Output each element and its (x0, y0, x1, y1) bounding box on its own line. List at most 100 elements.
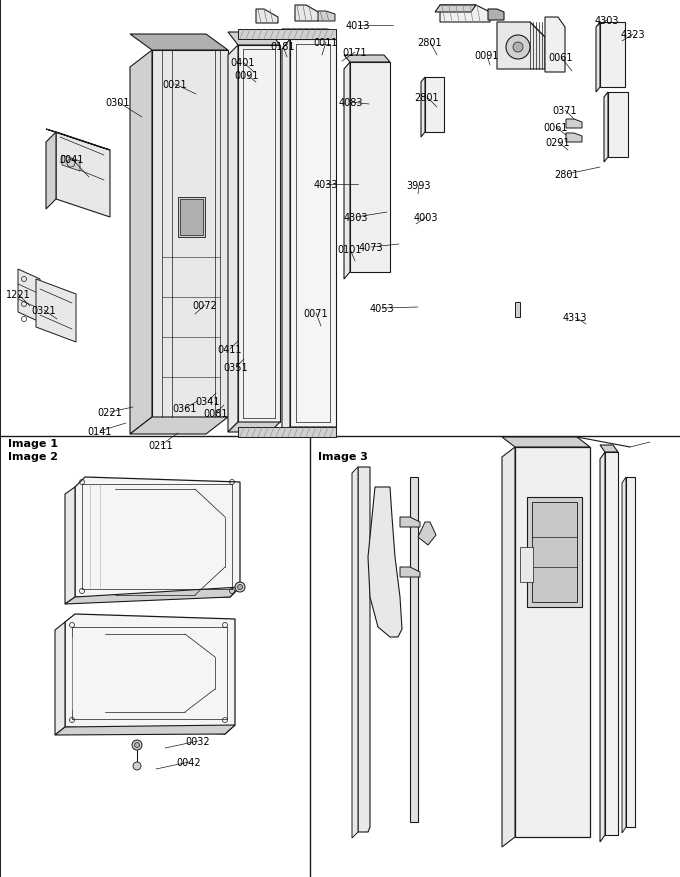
Polygon shape (65, 588, 240, 604)
Polygon shape (344, 56, 390, 63)
Polygon shape (418, 523, 436, 545)
Circle shape (235, 582, 245, 592)
Polygon shape (421, 78, 425, 138)
Text: Image 2: Image 2 (8, 452, 58, 461)
Polygon shape (282, 30, 336, 40)
Text: 0021: 0021 (163, 80, 187, 90)
Circle shape (513, 43, 523, 53)
Polygon shape (400, 517, 420, 527)
Text: 0301: 0301 (106, 98, 131, 108)
Text: 0072: 0072 (192, 301, 218, 310)
Polygon shape (502, 447, 515, 847)
Polygon shape (497, 23, 545, 70)
Text: Image 3: Image 3 (318, 452, 368, 461)
Polygon shape (295, 6, 320, 22)
Polygon shape (600, 23, 625, 88)
Polygon shape (502, 438, 590, 447)
Text: 4073: 4073 (358, 243, 384, 253)
Polygon shape (605, 453, 618, 835)
Polygon shape (515, 447, 590, 837)
Polygon shape (290, 40, 336, 427)
Text: 0011: 0011 (313, 38, 338, 48)
Text: 0061: 0061 (549, 53, 573, 63)
Text: 0071: 0071 (304, 309, 328, 318)
Polygon shape (608, 93, 628, 158)
Polygon shape (152, 51, 228, 417)
Polygon shape (425, 78, 444, 132)
Text: 4013: 4013 (345, 21, 370, 31)
Text: 4053: 4053 (370, 303, 394, 314)
Text: Image 1: Image 1 (8, 438, 58, 448)
Polygon shape (545, 18, 565, 73)
Text: 0351: 0351 (224, 362, 248, 373)
Polygon shape (622, 477, 626, 833)
Polygon shape (180, 200, 203, 236)
Polygon shape (532, 503, 577, 602)
Text: 0221: 0221 (98, 408, 122, 417)
Polygon shape (282, 40, 290, 438)
Polygon shape (520, 547, 533, 582)
Polygon shape (46, 132, 56, 210)
Text: 4033: 4033 (313, 180, 338, 189)
Circle shape (132, 740, 142, 750)
Polygon shape (344, 63, 350, 280)
Polygon shape (55, 725, 235, 735)
Polygon shape (358, 467, 370, 832)
Polygon shape (62, 156, 80, 172)
Polygon shape (352, 467, 358, 838)
Polygon shape (228, 33, 280, 46)
Polygon shape (130, 35, 228, 51)
Polygon shape (350, 63, 390, 273)
Text: 0041: 0041 (60, 155, 84, 165)
Circle shape (133, 762, 141, 770)
Polygon shape (368, 488, 402, 638)
Polygon shape (410, 477, 418, 822)
Text: 3993: 3993 (407, 181, 431, 191)
Text: 2801: 2801 (555, 170, 579, 180)
Polygon shape (566, 120, 582, 129)
Polygon shape (527, 497, 582, 607)
Text: 1221: 1221 (5, 289, 31, 300)
Polygon shape (46, 130, 110, 151)
Polygon shape (626, 477, 635, 827)
Polygon shape (228, 423, 280, 432)
Text: 0101: 0101 (338, 245, 362, 254)
Text: 0181: 0181 (271, 42, 295, 52)
Polygon shape (228, 46, 238, 432)
Text: 0211: 0211 (149, 440, 173, 451)
Polygon shape (600, 446, 618, 453)
Text: 0401: 0401 (231, 58, 255, 68)
Text: 0321: 0321 (32, 306, 56, 316)
Polygon shape (75, 477, 240, 597)
Text: 2801: 2801 (415, 93, 439, 103)
Text: 0061: 0061 (544, 123, 568, 132)
Text: 0291: 0291 (545, 138, 571, 148)
Circle shape (506, 36, 530, 60)
Polygon shape (596, 23, 600, 93)
Text: 0141: 0141 (88, 426, 112, 437)
Text: 4323: 4323 (621, 30, 645, 40)
Polygon shape (604, 93, 608, 163)
Polygon shape (238, 30, 336, 40)
Text: 0341: 0341 (196, 396, 220, 407)
Text: 0032: 0032 (186, 736, 210, 746)
Polygon shape (130, 417, 228, 434)
Text: 4083: 4083 (339, 98, 363, 108)
Polygon shape (65, 488, 75, 604)
Text: 2801: 2801 (418, 38, 442, 48)
Polygon shape (488, 10, 504, 21)
Polygon shape (282, 427, 336, 438)
Text: 0091: 0091 (475, 51, 499, 61)
Polygon shape (515, 303, 520, 317)
Polygon shape (238, 427, 336, 438)
Text: 4003: 4003 (413, 213, 438, 223)
Text: 0091: 0091 (235, 71, 259, 81)
Text: 0081: 0081 (204, 409, 228, 418)
Text: 0042: 0042 (177, 757, 201, 767)
Circle shape (237, 585, 243, 590)
Text: 4313: 4313 (563, 312, 588, 323)
Polygon shape (65, 614, 235, 734)
Text: 0361: 0361 (173, 403, 197, 414)
Polygon shape (130, 51, 152, 434)
Polygon shape (318, 12, 335, 22)
